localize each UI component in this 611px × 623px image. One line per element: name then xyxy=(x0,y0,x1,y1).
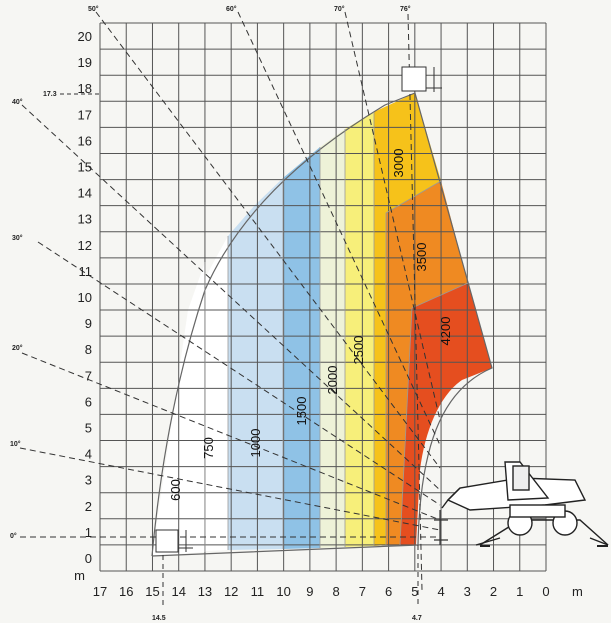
x-tick-label: 3 xyxy=(464,584,471,599)
boom-angle-lines xyxy=(19,11,441,591)
zone-1500 xyxy=(283,147,320,549)
y-tick-label: 12 xyxy=(78,238,92,253)
y-tick-label: 15 xyxy=(78,160,92,175)
x-tick-label: 7 xyxy=(359,584,366,599)
x-axis-labels: 17 16 15 14 13 12 11 10 9 8 7 6 5 4 3 2 1 0 xyxy=(93,584,550,599)
angle-label-10: 10° xyxy=(10,440,21,448)
y-tick-label: 19 xyxy=(78,55,92,70)
x-tick-label: 10 xyxy=(276,584,290,599)
y-tick-label: 2 xyxy=(85,499,92,514)
x-tick-label: 11 xyxy=(251,584,265,599)
x-tick-label: 16 xyxy=(119,584,133,599)
y-tick-label: 0 xyxy=(85,551,92,566)
y-tick-label: 11 xyxy=(79,264,93,279)
x-tick-label: 4 xyxy=(437,584,444,599)
x-tick-label: 14 xyxy=(171,584,185,599)
load-label-2500: 2500 xyxy=(351,336,366,365)
y-tick-label: 3 xyxy=(85,473,92,488)
fork-load-low xyxy=(155,529,193,553)
x-tick-label: 6 xyxy=(385,584,392,599)
load-label-600: 600 xyxy=(168,479,183,501)
zone-separators xyxy=(204,112,469,552)
envelope-outline xyxy=(151,92,493,557)
y-tick-label: 1 xyxy=(85,525,92,540)
angle-label-0: 0° xyxy=(10,532,17,540)
max-reach-label: 14.5 xyxy=(152,615,166,622)
load-label-1500: 1500 xyxy=(294,397,309,426)
min-reach-label: 4.7 xyxy=(412,615,422,622)
y-tick-label: 7 xyxy=(85,368,92,383)
load-label-3000: 3000 xyxy=(391,149,406,178)
y-tick-label: 14 xyxy=(78,186,92,201)
angle-label-60: 60° xyxy=(226,5,237,13)
zone-750 xyxy=(188,236,228,552)
angle-label-20: 20° xyxy=(12,344,23,352)
x-tick-label: 15 xyxy=(145,584,159,599)
fork-load-high xyxy=(401,66,442,92)
load-label-3500: 3500 xyxy=(414,243,429,272)
y-tick-label: 4 xyxy=(85,447,92,462)
zone-3500 xyxy=(386,181,468,545)
load-label-4200: 4200 xyxy=(438,317,453,346)
zone-1000 xyxy=(228,178,283,550)
angle-label-40: 40° xyxy=(12,98,23,106)
y-tick-label: 8 xyxy=(85,342,92,357)
x-tick-label: 17 xyxy=(93,584,107,599)
angle-label-30: 30° xyxy=(12,234,23,242)
x-tick-label: 13 xyxy=(198,584,212,599)
zone-2000 xyxy=(320,129,345,548)
x-tick-label: 5 xyxy=(411,584,418,599)
angle-label-76: 76° xyxy=(400,5,411,13)
y-tick-label: 17 xyxy=(78,107,92,122)
zone-2500 xyxy=(345,112,374,547)
y-tick-label: 10 xyxy=(78,290,92,305)
x-tick-label: 1 xyxy=(516,584,523,599)
max-height-label: 17.3 xyxy=(43,91,57,98)
angle-label-70: 70° xyxy=(334,5,345,13)
y-tick-label: 13 xyxy=(78,212,92,227)
y-tick-label: 5 xyxy=(85,420,92,435)
load-label-2000: 2000 xyxy=(325,366,340,395)
grid xyxy=(99,22,547,572)
load-labels: 600 750 1000 1500 2000 2500 3000 3500 42… xyxy=(168,149,453,501)
y-tick-label: 16 xyxy=(78,133,92,148)
y-tick-label: 18 xyxy=(78,81,92,96)
y-tick-label: 9 xyxy=(85,316,92,331)
x-tick-label: 2 xyxy=(490,584,497,599)
zone-3000 xyxy=(374,93,441,546)
angle-label-50: 50° xyxy=(88,5,99,13)
reach-marker-lines xyxy=(162,545,419,606)
fork-carriage-min xyxy=(434,510,448,545)
x-tick-label: 8 xyxy=(333,584,340,599)
y-axis-unit: m xyxy=(74,568,85,583)
y-tick-label: 20 xyxy=(78,29,92,44)
telehandler-machine-icon xyxy=(441,461,609,547)
y-tick-label: 6 xyxy=(85,394,92,409)
x-tick-label: 0 xyxy=(542,584,549,599)
load-label-1000: 1000 xyxy=(248,429,263,458)
angle-labels: 0° 10° 20° 30° 40° 50° 60° 70° 76° xyxy=(10,5,411,540)
load-label-750: 750 xyxy=(201,437,216,459)
x-tick-label: 12 xyxy=(224,584,238,599)
x-tick-label: 9 xyxy=(306,584,313,599)
x-axis-unit: m xyxy=(572,584,583,599)
